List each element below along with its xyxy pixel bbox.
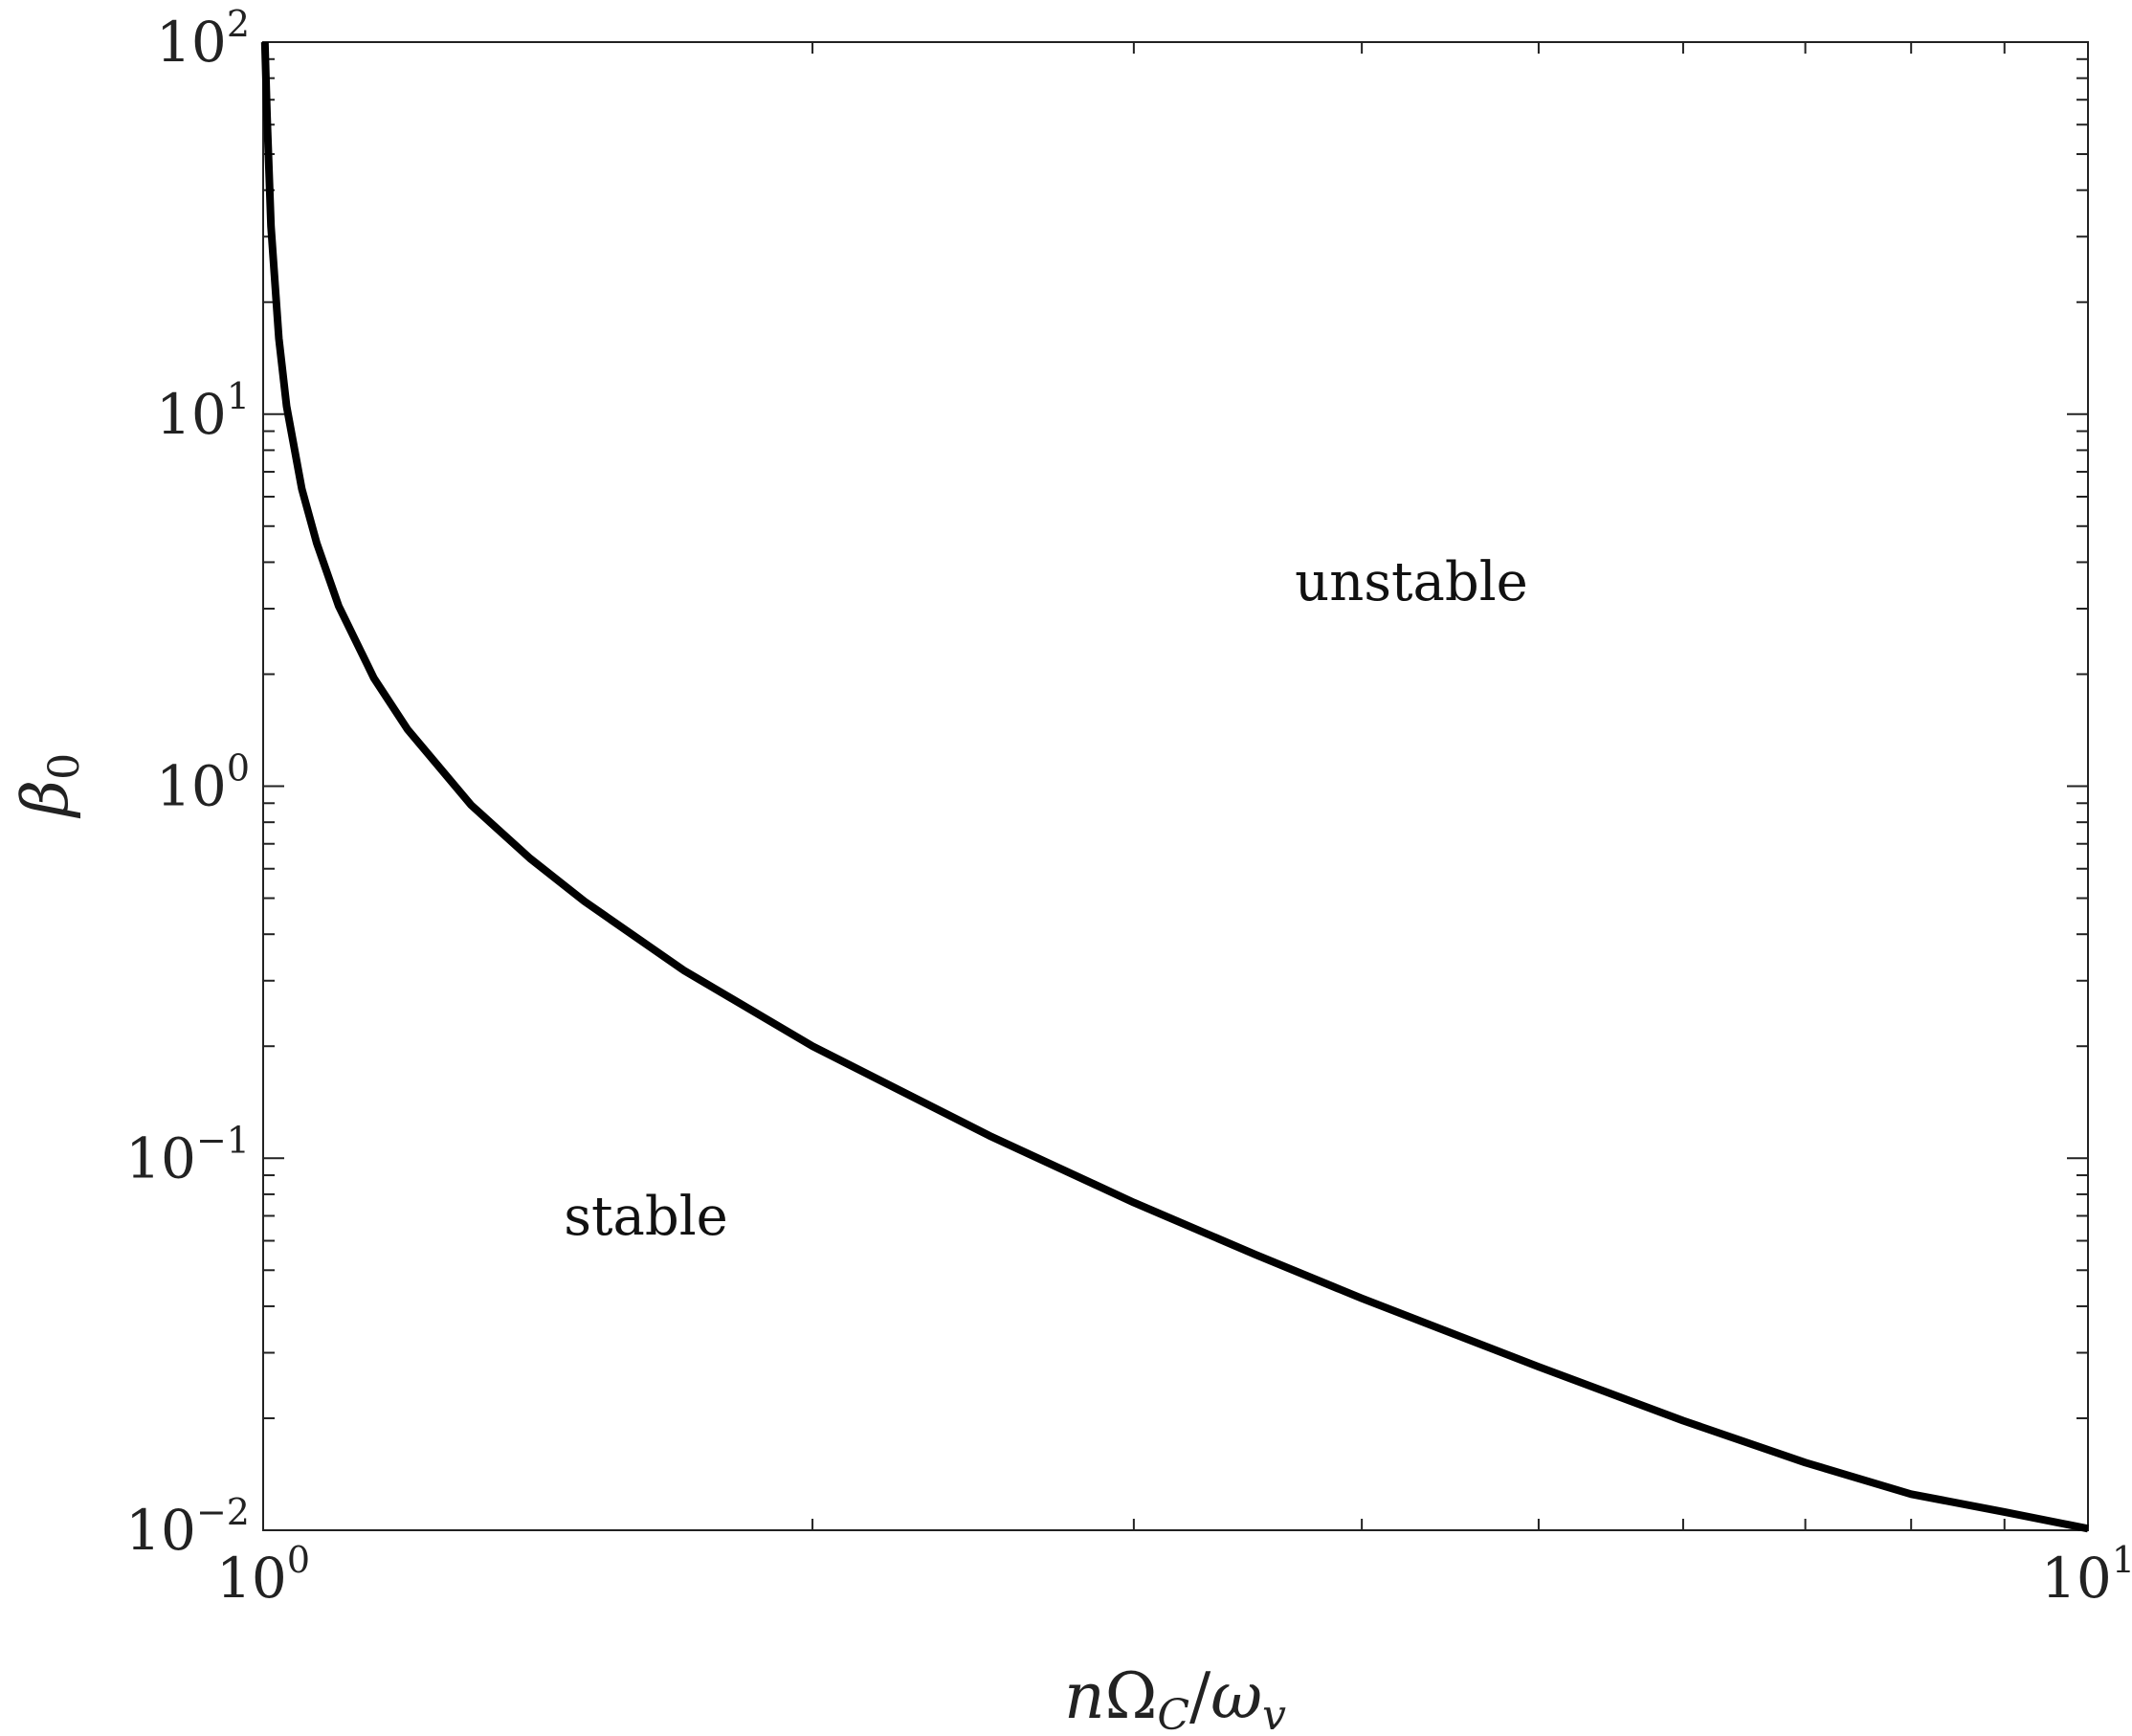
y-label-sub-0: 0 <box>40 753 89 780</box>
x-label-omega: ω <box>1210 1659 1262 1733</box>
y-tick-label: 10−1 <box>125 1119 250 1191</box>
x-axis-label: nΩC/ωv <box>1064 1659 1286 1736</box>
x-label-sub-v: v <box>1262 1691 1286 1736</box>
axis-ticks <box>262 41 2089 1531</box>
y-axis-label: β0 <box>9 753 89 819</box>
x-tick-label: 101 <box>2041 1539 2132 1611</box>
tick-labels: 100 101 10−2 10−1 100 101 102 <box>125 3 2132 1611</box>
annotation-stable: stable <box>564 1186 728 1248</box>
plot-frame <box>262 41 2089 1531</box>
x-label-omega-cap: Ω <box>1105 1659 1158 1733</box>
y-tick-label: 10−2 <box>125 1491 250 1563</box>
stability-boundary-line <box>260 41 2089 1533</box>
x-tick-label: 100 <box>216 1539 310 1611</box>
y-label-beta: β <box>9 780 82 819</box>
annotation-unstable: unstable <box>1295 551 1528 613</box>
y-tick-label: 101 <box>156 375 250 447</box>
y-tick-label: 100 <box>156 747 250 819</box>
x-label-n: n <box>1064 1659 1105 1733</box>
x-label-slash: / <box>1189 1659 1211 1733</box>
x-label-sub-c: C <box>1157 1691 1189 1736</box>
y-tick-label: 102 <box>156 3 250 75</box>
